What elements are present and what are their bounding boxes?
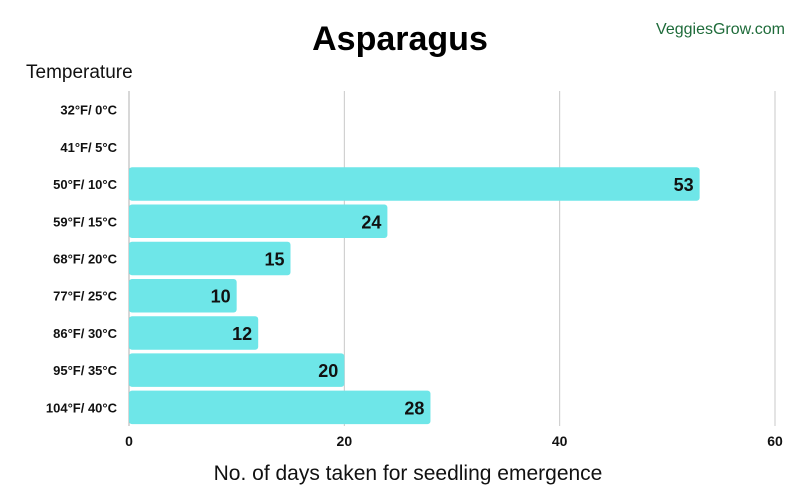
bar [129, 278, 237, 313]
category-label: 50°F/ 10°C [53, 177, 117, 192]
bar [129, 241, 291, 276]
value-label: 15 [264, 250, 284, 270]
category-label: 77°F/ 25°C [53, 289, 117, 304]
chart-title: Asparagus [312, 20, 488, 58]
x-tick-label: 20 [337, 433, 353, 449]
bar [129, 167, 700, 201]
value-label: 24 [361, 212, 381, 232]
category-label: 32°F/ 0°C [60, 103, 117, 118]
x-tick-labels: 0 20 40 60 [125, 433, 783, 449]
category-labels: 32°F/ 0°C 41°F/ 5°C 50°F/ 10°C 59°F/ 15°C 68… [46, 103, 118, 416]
category-label: 68°F/ 20°C [53, 252, 117, 267]
category-label: 95°F/ 35°C [53, 363, 117, 378]
category-label: 104°F/ 40°C [46, 400, 118, 415]
bar [129, 204, 388, 239]
x-axis-title: No. of days taken for seedling emergence [214, 462, 603, 485]
x-tick-label: 40 [552, 433, 568, 449]
y-axis-title: Temperature [26, 62, 133, 83]
brand-watermark: VeggiesGrow.com [656, 21, 785, 38]
x-tick-label: 0 [125, 433, 133, 449]
x-tick-label: 60 [767, 433, 783, 449]
category-label: 41°F/ 5°C [60, 140, 117, 155]
value-label: 12 [232, 324, 252, 344]
value-label: 28 [404, 398, 424, 418]
bar [129, 390, 431, 425]
value-label: 20 [318, 361, 338, 381]
bar [129, 353, 345, 387]
value-label: 53 [674, 175, 694, 195]
category-label: 59°F/ 15°C [53, 214, 117, 229]
value-label: 10 [211, 287, 231, 307]
bar [129, 316, 259, 350]
category-label: 86°F/ 30°C [53, 326, 117, 341]
